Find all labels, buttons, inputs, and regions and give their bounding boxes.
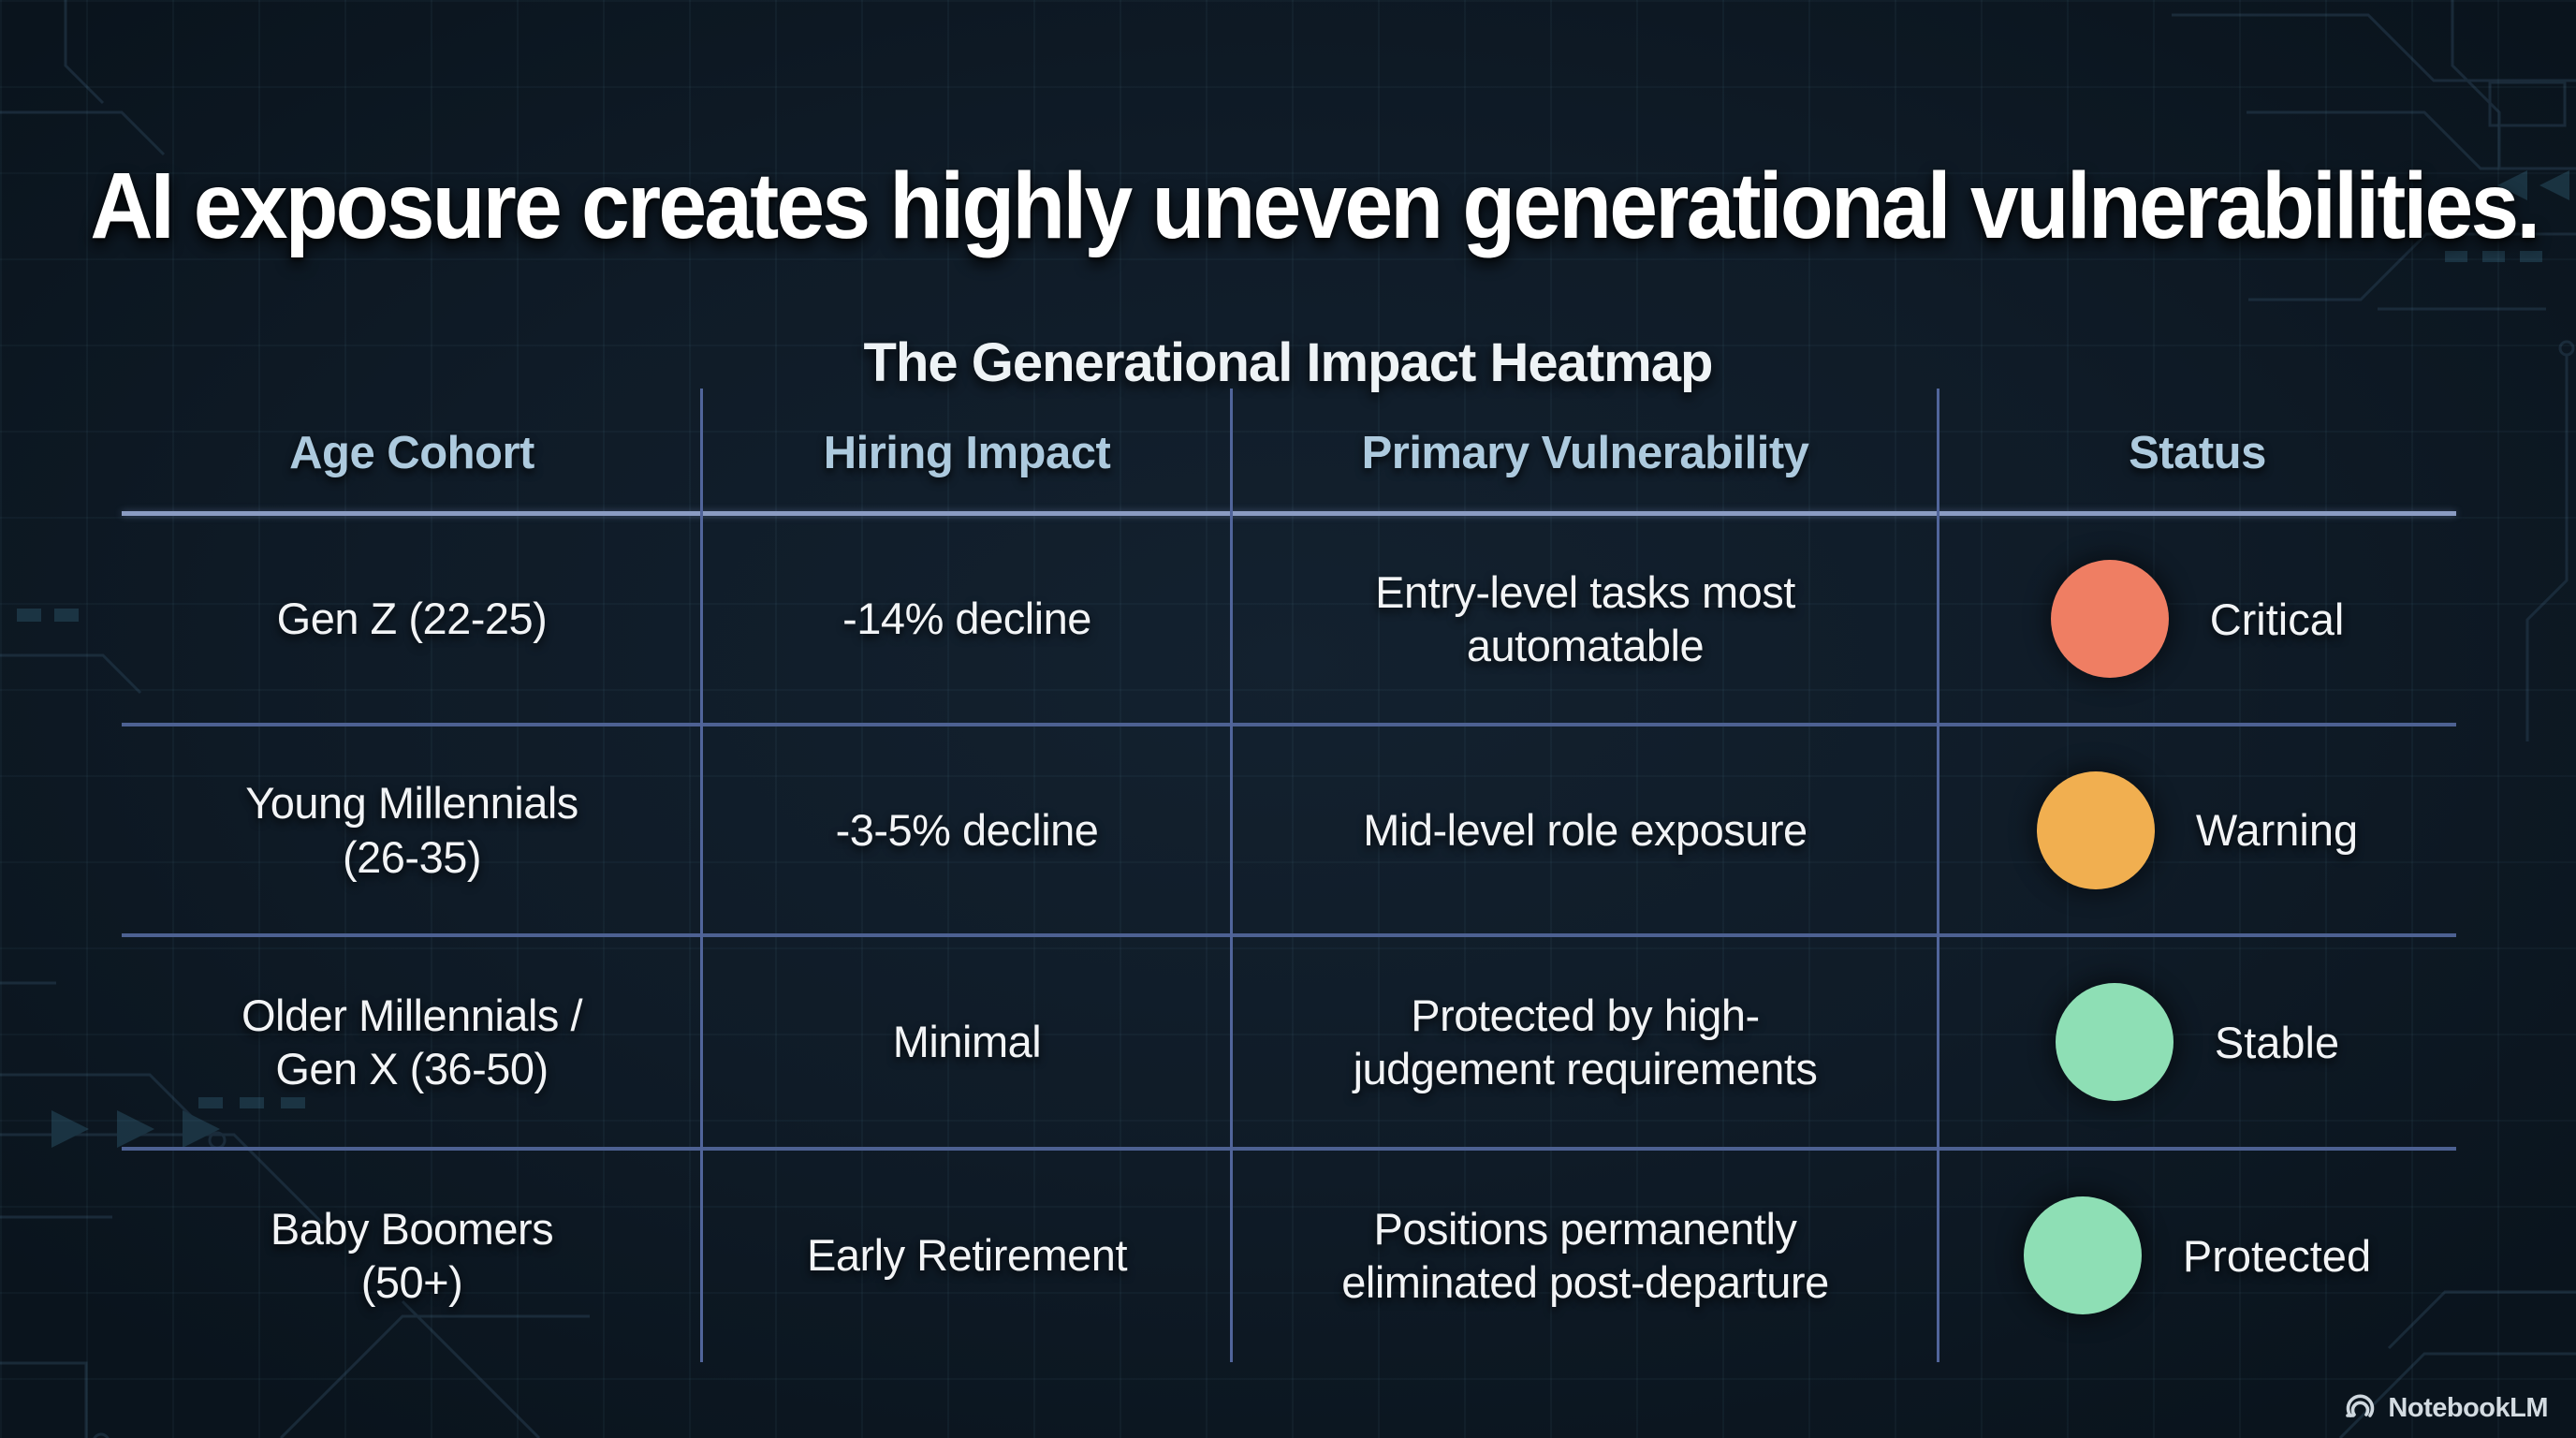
column-header-age-cohort: Age Cohort	[289, 428, 534, 478]
status-dot-stable	[2055, 983, 2174, 1101]
status-dot-protected	[2023, 1196, 2142, 1314]
cell-age-cohort: Young Millennials (26-35)	[245, 778, 578, 882]
cell-status: Stable	[1939, 935, 2456, 1149]
cell-primary-vulnerability: Mid-level role exposure	[1363, 804, 1808, 855]
cell-primary-vulnerability: Positions permanently eliminated post-de…	[1341, 1203, 1829, 1307]
notebooklm-logo-icon	[2346, 1394, 2375, 1417]
cell-age-cohort: Baby Boomers (50+)	[270, 1203, 554, 1307]
cell-age-cohort: Older Millennials / Gen X (36-50)	[241, 990, 583, 1093]
column-header-primary-vulnerability: Primary Vulnerability	[1361, 428, 1809, 478]
table-title: The Generational Impact Heatmap	[863, 332, 1714, 394]
column-header-hiring-impact: Hiring Impact	[823, 428, 1111, 478]
status-dot-critical	[2050, 560, 2169, 678]
generational-impact-table: Age Cohort Hiring Impact Primary Vulnera…	[122, 393, 2456, 1362]
page-title: AI exposure creates highly uneven genera…	[90, 154, 2540, 258]
cell-hiring-impact: -3-5% decline	[835, 804, 1099, 855]
column-header-status: Status	[2129, 428, 2266, 478]
cell-status: Warning	[1939, 725, 2456, 935]
cell-primary-vulnerability: Entry-level tasks most automatable	[1375, 566, 1795, 670]
status-label: Stable	[2214, 1017, 2340, 1067]
status-dot-warning	[2036, 770, 2155, 889]
cell-hiring-impact: Minimal	[892, 1017, 1042, 1067]
cell-hiring-impact: Early Retirement	[807, 1230, 1128, 1281]
cell-hiring-impact: -14% decline	[842, 594, 1091, 644]
notebooklm-branding: NotebookLM	[2343, 1391, 2548, 1425]
cell-age-cohort: Gen Z (22-25)	[276, 594, 548, 644]
status-label: Critical	[2209, 594, 2345, 644]
status-label: Protected	[2182, 1230, 2372, 1281]
cell-status: Critical	[1939, 513, 2456, 725]
notebooklm-logo-text: NotebookLM	[2388, 1392, 2548, 1423]
status-label: Warning	[2195, 805, 2359, 855]
cell-primary-vulnerability: Protected by high- judgement requirement…	[1353, 990, 1818, 1093]
cell-status: Protected	[1939, 1149, 2456, 1362]
